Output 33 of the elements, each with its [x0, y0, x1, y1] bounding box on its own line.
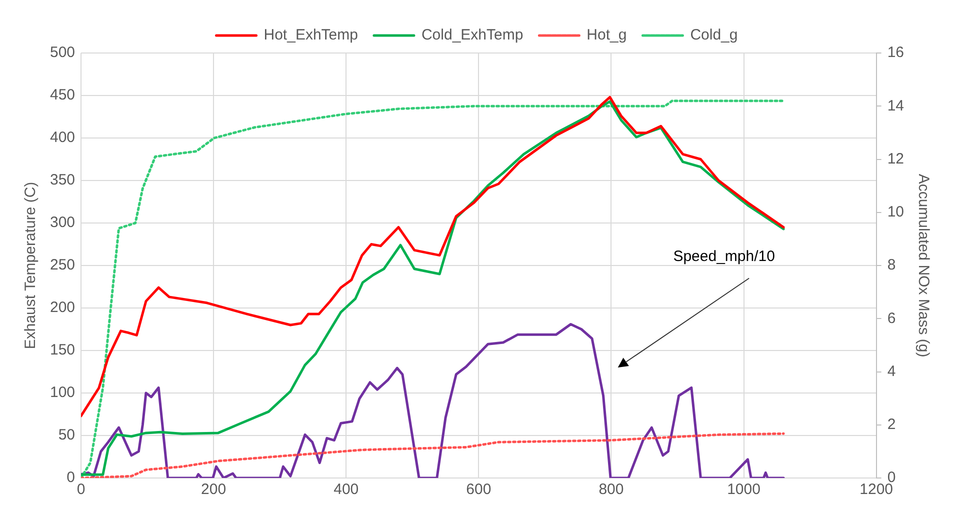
- y-tick-label: 50: [58, 426, 76, 444]
- y-tick-label: 150: [50, 342, 76, 359]
- y-tick-label: 300: [50, 214, 76, 232]
- y2-tick-label: 8: [887, 256, 896, 274]
- x-tick-label: 400: [334, 481, 359, 498]
- y-tick-label: 500: [50, 44, 76, 62]
- y-tick-label: 400: [50, 129, 76, 146]
- y2-tick-label: 12: [887, 150, 904, 168]
- annotation: Speed_mph/10: [673, 248, 775, 265]
- y2-tick-label: 2: [887, 416, 896, 434]
- y2-tick-label: 16: [887, 44, 904, 62]
- line-series: [81, 432, 785, 478]
- y2-tick-label: 10: [887, 204, 904, 221]
- y-tick-label: 450: [50, 86, 76, 104]
- legend-label: Cold_ExhTemp: [421, 26, 524, 44]
- y2-tick-label: 6: [887, 310, 896, 327]
- x-tick-label: 200: [201, 481, 226, 498]
- y-tick-label: 0: [66, 469, 76, 486]
- x-tick-label: 600: [466, 481, 492, 498]
- legend-label: Hot_g: [586, 26, 627, 44]
- y-tick-label: 350: [50, 172, 76, 189]
- x-tick-label: 1000: [727, 481, 760, 498]
- y-tick-label: 100: [50, 384, 76, 402]
- y2-tick-label: 4: [887, 362, 896, 380]
- x-tick-label: 1200: [860, 481, 894, 498]
- y2-tick-label: 14: [887, 97, 904, 114]
- y-tick-label: 200: [50, 299, 76, 316]
- legend-label: Hot_ExhTemp: [264, 26, 358, 44]
- y-tick-label: 250: [50, 256, 76, 274]
- y2-axis-title: Accumulated NOx Mass (g): [914, 174, 932, 358]
- x-tick-label: 800: [598, 481, 624, 498]
- y-axis-title: Exhaust Temperature (C): [22, 182, 40, 350]
- legend-label: Cold_g: [690, 26, 738, 44]
